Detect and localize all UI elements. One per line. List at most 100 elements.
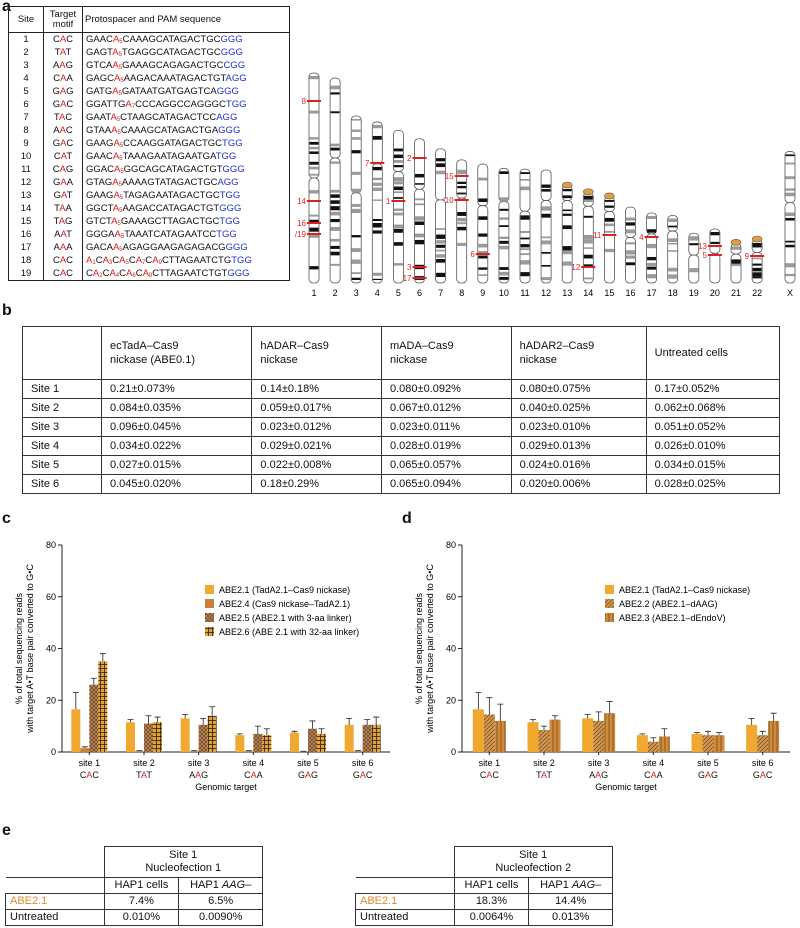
band xyxy=(436,240,446,244)
y-tick-label: 60 xyxy=(46,592,56,602)
site-cell: 8 xyxy=(8,124,44,137)
row-label: Site 5 xyxy=(22,455,102,475)
header-cell: Site 1 Nucleofection 2 xyxy=(453,846,613,878)
sequence: GATAATGATGAGTCA xyxy=(121,86,217,97)
band xyxy=(478,267,488,270)
band xyxy=(668,267,678,272)
band xyxy=(330,211,340,216)
bar xyxy=(317,733,326,752)
band xyxy=(330,238,340,242)
band xyxy=(499,240,509,244)
row-label: Site 3 xyxy=(22,417,102,437)
motif-base: A xyxy=(59,47,66,58)
motif-base: C xyxy=(492,770,499,780)
motif-cell: GAG xyxy=(43,85,83,98)
header-row: Site 1 Nucleofection 2 xyxy=(355,846,613,878)
panel-label: d xyxy=(402,510,412,527)
site-title: Site 1 xyxy=(169,849,198,861)
sequence-cell: CA2CA4CA6CA8CTTAGAATCTGTGGG xyxy=(82,267,290,281)
band xyxy=(562,189,572,192)
error-bar xyxy=(245,750,252,752)
value-cell: 0.029±0.013% xyxy=(510,436,647,456)
sequence: CTAAGCATAGACTCC xyxy=(120,112,217,123)
row-label: Untreated xyxy=(5,909,105,926)
motif-base: T xyxy=(53,112,59,123)
band xyxy=(309,137,319,140)
edited-base: A xyxy=(112,203,120,214)
header-cell: Protospacer and PAM sequence xyxy=(82,6,290,33)
bar xyxy=(180,718,190,752)
band xyxy=(478,243,488,248)
bar xyxy=(647,741,659,752)
error-bar xyxy=(373,716,380,725)
pam: TGG xyxy=(225,99,247,110)
band xyxy=(393,208,403,211)
bar xyxy=(290,732,299,752)
band xyxy=(520,272,530,277)
y-tick-label: 0 xyxy=(451,747,456,757)
band xyxy=(351,208,361,214)
bar xyxy=(636,735,648,752)
band xyxy=(393,224,403,229)
sequence-cell: GAACA5TAAAGAATAGAATGATGG xyxy=(82,150,290,163)
chromosome-label: 19 xyxy=(689,288,699,298)
pam: CGG xyxy=(223,60,246,71)
header-row: Site 1 Nucleofection 1 xyxy=(5,846,263,878)
band xyxy=(785,273,795,277)
x-axis-label: Genomic target xyxy=(195,782,257,792)
error-bar xyxy=(639,733,646,736)
chromosome xyxy=(603,192,615,284)
sequence: C xyxy=(119,268,126,279)
edit-position: 6 xyxy=(132,273,136,279)
motif-base: C xyxy=(52,255,60,266)
band xyxy=(457,181,467,184)
edit-position: 5 xyxy=(120,234,125,240)
site-label: 16 xyxy=(297,219,306,228)
sequence: AAGACAAATAGACTGT xyxy=(123,73,226,84)
band xyxy=(541,251,551,254)
band xyxy=(478,274,488,277)
band xyxy=(372,124,382,129)
band xyxy=(309,214,319,217)
band xyxy=(499,197,509,202)
band xyxy=(415,183,424,185)
error-bar xyxy=(497,703,504,721)
row-label: Site 1 xyxy=(22,379,102,399)
band xyxy=(541,236,551,239)
value-cell: 6.5% xyxy=(178,893,263,910)
pam: TGG xyxy=(222,138,243,149)
motif-base: G xyxy=(65,60,74,71)
band xyxy=(478,250,488,255)
sequence: CTTAGAATCTGT xyxy=(152,268,228,279)
site-cell: 16 xyxy=(8,228,44,241)
value-cell: 18.3% xyxy=(453,893,530,910)
site-cell: 5 xyxy=(8,85,44,98)
row: 12 GAA GTAGA5AAAAGTATAGACTGCAGG xyxy=(8,176,290,189)
motif-base: C xyxy=(644,770,651,780)
value-cell: 0.045±0.020% xyxy=(100,474,253,494)
edit-position: 5 xyxy=(119,195,124,201)
band xyxy=(499,171,509,175)
band xyxy=(647,216,657,219)
motif-base: G xyxy=(65,164,74,175)
band xyxy=(330,143,340,147)
chromosome xyxy=(435,148,447,284)
sequence: TAAAGAATAGAATGA xyxy=(122,151,216,162)
bar xyxy=(757,735,769,752)
edit-position: 5 xyxy=(119,39,123,45)
motif-base: G xyxy=(353,770,360,780)
band xyxy=(689,268,699,273)
legend-swatch xyxy=(605,585,614,594)
satellite xyxy=(604,192,615,200)
band xyxy=(668,274,678,279)
band xyxy=(436,259,446,263)
value-cell: 14.4% xyxy=(528,893,613,910)
chromosome xyxy=(477,163,489,284)
chromosome xyxy=(709,228,721,284)
edited-base: A xyxy=(112,242,120,253)
band xyxy=(647,266,657,270)
row: Untreated 0.010% 0.0090% xyxy=(5,909,263,926)
y-tick-label: 0 xyxy=(51,747,56,757)
band xyxy=(710,232,720,236)
edit-position: 5 xyxy=(118,52,122,58)
